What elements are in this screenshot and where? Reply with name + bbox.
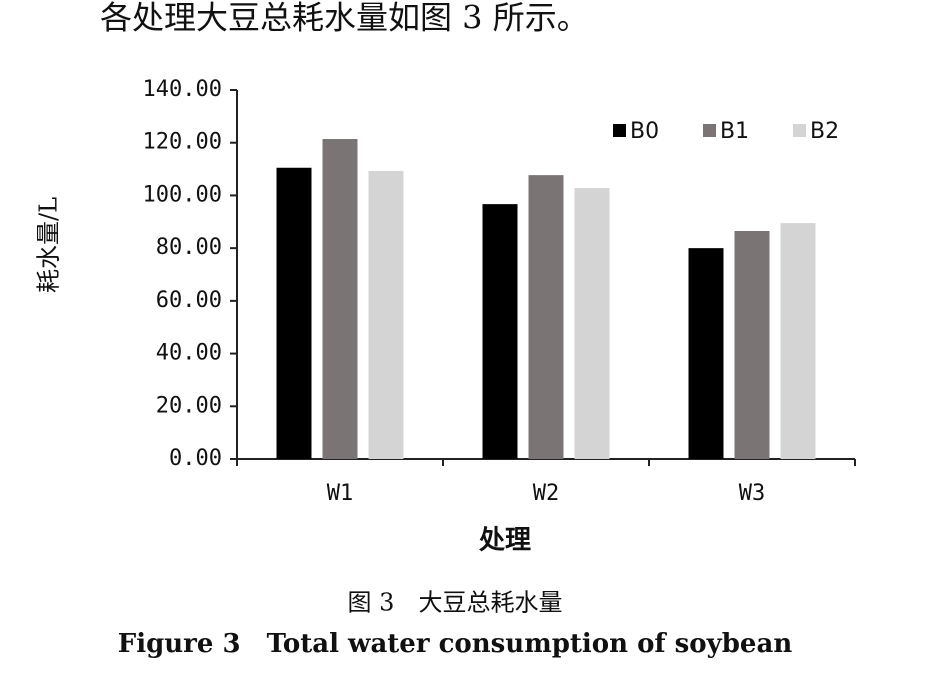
- bar: [276, 167, 312, 459]
- y-tick-label: 100.00: [143, 182, 222, 207]
- y-tick-label: 140.00: [143, 77, 222, 102]
- bar: [688, 248, 724, 459]
- legend-label: B1: [720, 119, 749, 144]
- bar: [482, 204, 518, 459]
- y-tick-label: 0.00: [169, 446, 222, 471]
- bar: [528, 175, 564, 459]
- x-axis-label: 处理: [478, 526, 531, 556]
- legend-label: B2: [810, 119, 839, 144]
- intro-text: 各处理大豆总耗水量如图 3 所示。: [100, 0, 589, 37]
- x-tick-label: W1: [327, 481, 354, 506]
- y-tick-label: 120.00: [143, 130, 222, 155]
- bar: [322, 139, 358, 459]
- caption-zh: 图 3 大豆总耗水量: [348, 589, 563, 617]
- bar: [574, 188, 610, 459]
- x-tick-label: W2: [533, 481, 560, 506]
- y-tick-label: 80.00: [156, 235, 222, 260]
- y-tick-label: 20.00: [156, 393, 222, 418]
- y-tick-label: 60.00: [156, 288, 222, 313]
- legend-label: B0: [630, 119, 659, 144]
- x-tick-label: W3: [739, 481, 766, 506]
- legend-swatch: [703, 124, 716, 137]
- legend-swatch: [793, 124, 806, 137]
- legend-swatch: [613, 124, 626, 137]
- bar: [734, 231, 770, 459]
- bar: [780, 223, 816, 459]
- y-axis-label: 耗水量/L: [35, 197, 63, 293]
- y-tick-label: 40.00: [156, 341, 222, 366]
- caption-en: Figure 3 Total water consumption of soyb…: [118, 629, 793, 659]
- bar: [368, 170, 404, 459]
